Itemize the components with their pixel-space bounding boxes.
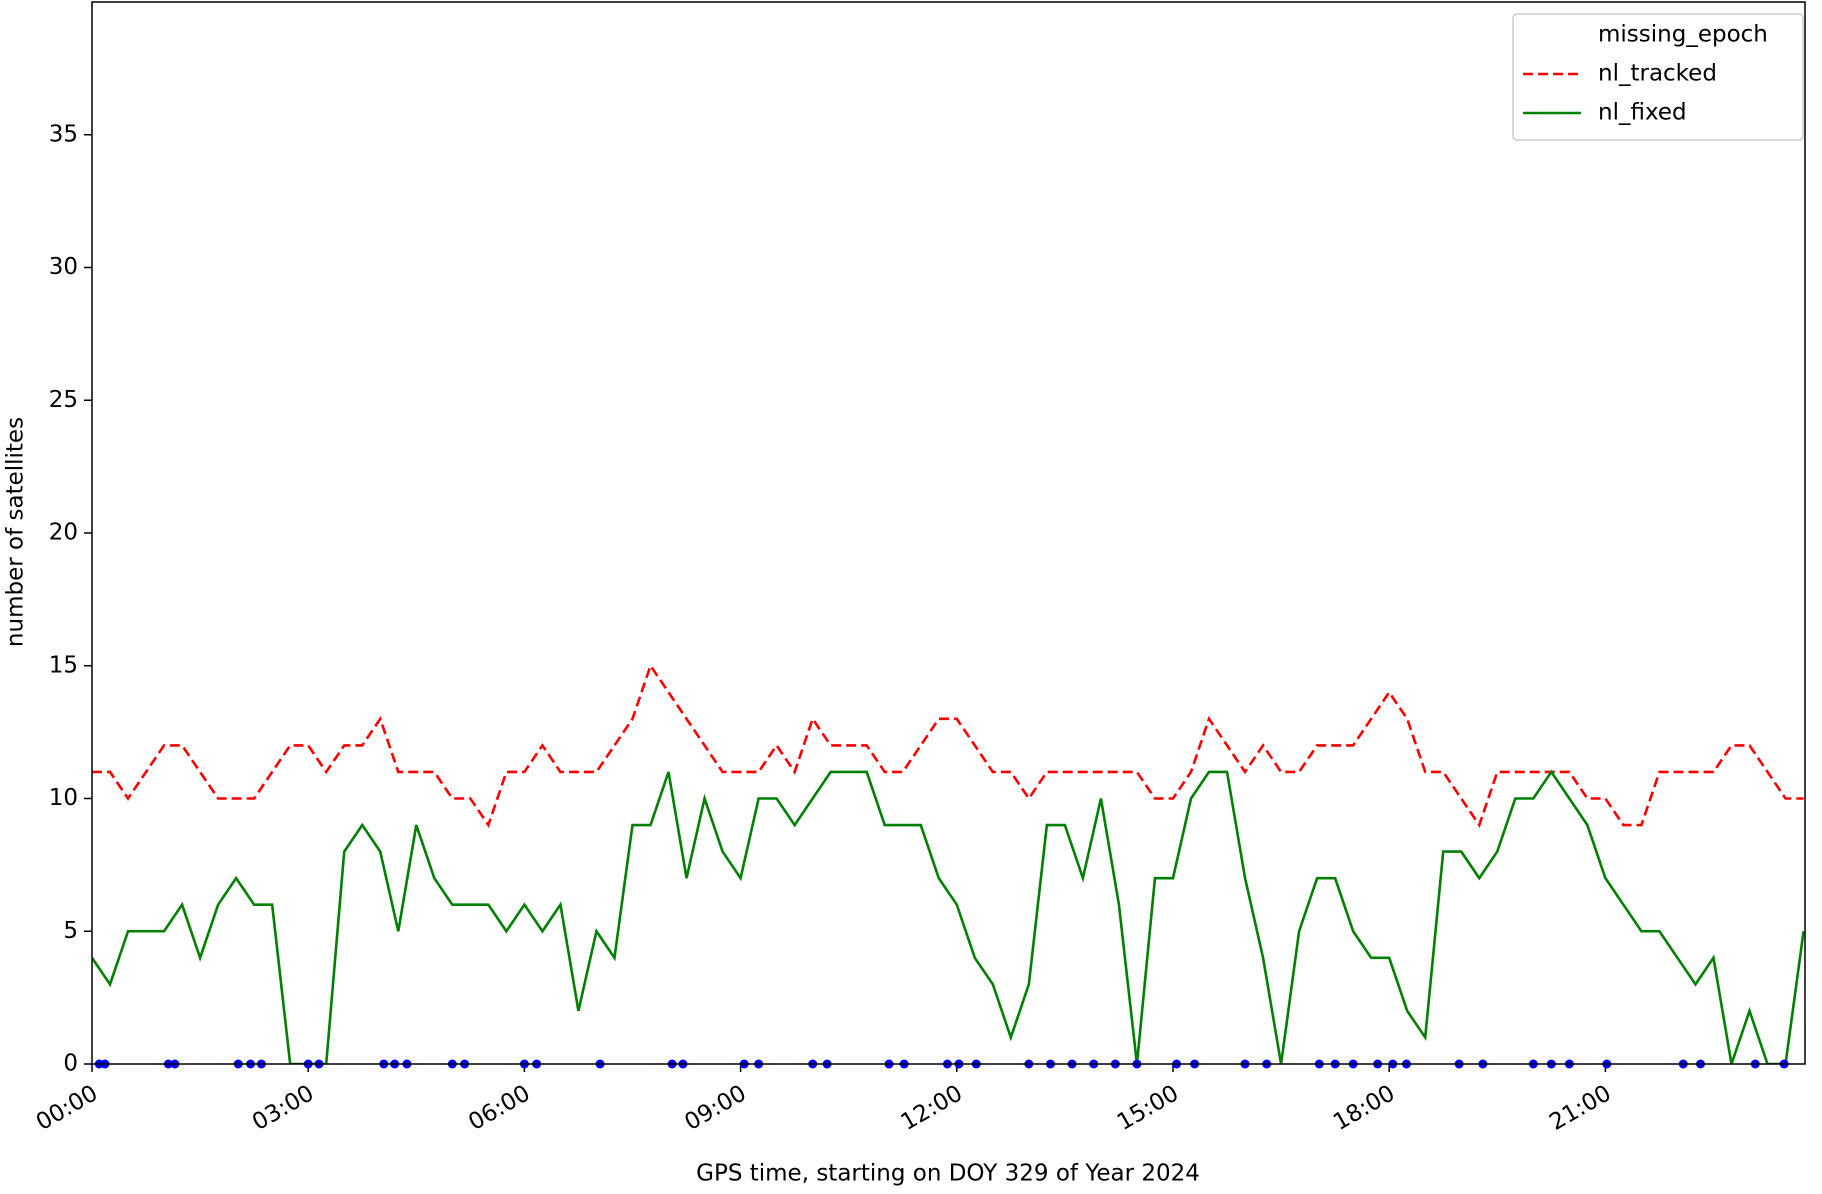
x-tick-label: 03:00 — [248, 1080, 318, 1136]
x-tick-label: 09:00 — [680, 1080, 750, 1136]
x-tick-label: 21:00 — [1545, 1080, 1615, 1136]
legend-label: nl_tracked — [1598, 61, 1717, 87]
series-line — [92, 662, 1804, 828]
x-tick-label: 00:00 — [32, 1080, 102, 1136]
x-tick-label: 18:00 — [1329, 1080, 1399, 1136]
x-axis-label: GPS time, starting on DOY 329 of Year 20… — [696, 1161, 1200, 1187]
y-axis-label: number of satellites — [3, 417, 29, 647]
x-tick-label: 12:00 — [897, 1080, 967, 1136]
plot-frame — [91, 1, 1806, 1065]
y-tick-label: 30 — [49, 254, 78, 280]
y-tick-label: 20 — [49, 520, 78, 546]
y-tick-label: 10 — [49, 785, 78, 811]
x-tick-label: 15:00 — [1113, 1080, 1183, 1136]
legend-label: nl_fixed — [1598, 100, 1687, 126]
y-tick-label: 5 — [63, 918, 78, 944]
y-tick-label: 35 — [49, 121, 78, 147]
legend-label: missing_epoch — [1598, 22, 1768, 48]
y-tick-label: 0 — [63, 1051, 78, 1077]
plot-area — [92, 662, 1805, 1064]
legend-box — [1512, 13, 1804, 141]
y-tick-label: 25 — [49, 387, 78, 413]
y-tick-label: 15 — [49, 652, 78, 678]
x-tick-label: 06:00 — [464, 1080, 534, 1136]
series-line — [92, 769, 1805, 1064]
